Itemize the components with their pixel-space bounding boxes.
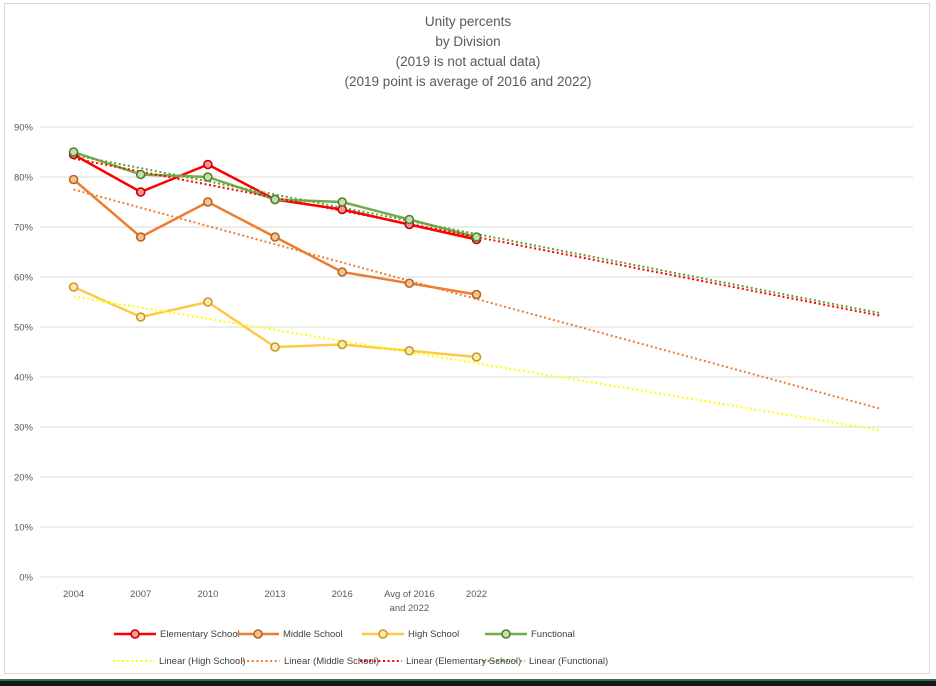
svg-text:Avg of 2016: Avg of 2016 xyxy=(384,589,435,600)
trendline-linear-high-school- xyxy=(73,295,880,431)
line-marker-swatch-icon xyxy=(114,629,156,639)
legend-label: Linear (Middle School) xyxy=(284,655,380,667)
legend-item-functional[interactable]: Functional xyxy=(484,627,575,641)
chart-title-line-1: Unity percents xyxy=(424,14,512,29)
legend-item-middle-school[interactable]: Middle School xyxy=(236,627,343,641)
window-bottom-edge xyxy=(0,679,936,686)
dotted-line-swatch-icon xyxy=(483,660,525,662)
svg-text:2022: 2022 xyxy=(466,589,487,600)
legend-item-linear-middle-school-[interactable]: Linear (Middle School) xyxy=(237,654,379,668)
svg-text:30%: 30% xyxy=(14,423,34,434)
legend-label: Linear (High School) xyxy=(159,655,246,667)
line-marker-swatch-icon xyxy=(362,629,404,639)
legend-item-elementary-school[interactable]: Elementary School xyxy=(113,627,240,641)
trendline-linear-middle-school- xyxy=(73,188,880,410)
svg-text:2013: 2013 xyxy=(264,589,285,600)
dotted-line-swatch-icon xyxy=(360,660,402,662)
chart-title[interactable]: Unity percents by Division (2019 is not … xyxy=(0,12,936,92)
legend-item-linear-high-school-[interactable]: Linear (High School) xyxy=(112,654,246,668)
svg-text:40%: 40% xyxy=(14,373,34,384)
svg-text:60%: 60% xyxy=(14,273,34,284)
line-marker-swatch-icon xyxy=(485,629,527,639)
chart-title-line-3: (2019 is not actual data) xyxy=(395,54,541,69)
chart-object-frame[interactable] xyxy=(4,3,930,674)
legend-label: Middle School xyxy=(283,628,343,640)
svg-text:80%: 80% xyxy=(14,173,34,184)
y-axis-labels: 0% 10% 20% 30% 40% 50% 60% 70% 80% 90% xyxy=(14,123,34,584)
line-marker-swatch-icon xyxy=(237,629,279,639)
svg-text:2004: 2004 xyxy=(63,589,84,600)
dotted-line-swatch-icon xyxy=(113,660,155,662)
legend-label: High School xyxy=(408,628,460,640)
gridlines xyxy=(40,126,913,578)
svg-text:2007: 2007 xyxy=(130,589,151,600)
legend-item-linear-functional-[interactable]: Linear (Functional) xyxy=(482,654,608,668)
series-lines xyxy=(72,150,478,359)
legend-label: Linear (Functional) xyxy=(529,655,609,667)
legend-label: Elementary School xyxy=(160,628,240,640)
chart-title-line-4: (2019 point is average of 2016 and 2022) xyxy=(344,74,592,89)
svg-text:50%: 50% xyxy=(14,323,34,334)
dotted-line-swatch-icon xyxy=(238,660,280,662)
svg-text:and 2022: and 2022 xyxy=(390,603,430,614)
series-markers xyxy=(68,147,482,362)
x-axis-labels: 2004 2007 2010 2013 2016 Avg of 2016 and 2022 2… xyxy=(63,589,487,614)
svg-text:20%: 20% xyxy=(14,473,34,484)
legend-label: Linear (Elementary School) xyxy=(406,655,522,667)
legend-item-high-school[interactable]: High School xyxy=(361,627,459,641)
svg-text:2010: 2010 xyxy=(197,589,218,600)
svg-text:70%: 70% xyxy=(14,223,34,234)
svg-text:2016: 2016 xyxy=(332,589,353,600)
legend-item-linear-elementary-school-[interactable]: Linear (Elementary School) xyxy=(359,654,521,668)
chart-title-line-2: by Division xyxy=(435,34,501,49)
svg-text:90%: 90% xyxy=(14,123,34,134)
svg-text:0%: 0% xyxy=(19,573,33,584)
legend-label: Functional xyxy=(531,628,575,640)
svg-text:10%: 10% xyxy=(14,523,34,534)
